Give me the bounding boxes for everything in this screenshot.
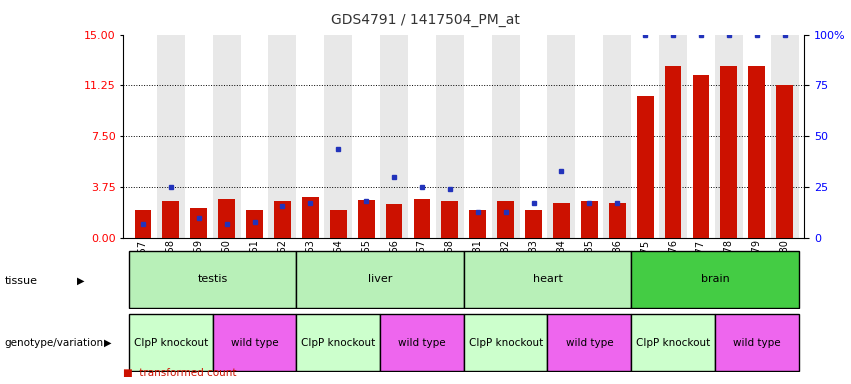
Bar	[408, 35, 436, 238]
Bar	[665, 66, 682, 238]
Bar	[442, 202, 458, 238]
Bar	[553, 203, 570, 238]
Bar	[330, 210, 346, 238]
Bar	[693, 75, 710, 238]
Bar	[380, 314, 464, 371]
Bar	[520, 35, 547, 238]
Bar	[547, 35, 575, 238]
Bar	[660, 35, 687, 238]
Bar	[386, 204, 403, 238]
Text: ClpP knockout: ClpP knockout	[636, 338, 711, 348]
Bar	[464, 314, 547, 371]
Text: ▶: ▶	[77, 276, 84, 286]
Text: ▶: ▶	[104, 338, 111, 348]
Bar	[268, 35, 296, 238]
Bar	[352, 35, 380, 238]
Bar	[464, 251, 631, 308]
Bar	[129, 251, 296, 308]
Bar	[129, 314, 213, 371]
Bar	[776, 85, 793, 238]
Bar	[721, 66, 737, 238]
Bar	[464, 35, 492, 238]
Text: liver: liver	[368, 274, 392, 285]
Bar	[575, 35, 603, 238]
Bar	[324, 35, 352, 238]
Bar	[218, 199, 235, 238]
Bar	[213, 314, 296, 371]
Bar	[715, 314, 798, 371]
Bar	[274, 202, 291, 238]
Text: wild type: wild type	[733, 338, 780, 348]
Bar	[608, 203, 625, 238]
Bar	[637, 96, 654, 238]
Bar	[492, 35, 520, 238]
Bar	[525, 210, 542, 238]
Bar	[547, 314, 631, 371]
Bar	[185, 35, 213, 238]
Bar	[743, 35, 771, 238]
Bar	[497, 202, 514, 238]
Bar	[687, 35, 715, 238]
Text: ClpP knockout: ClpP knockout	[469, 338, 543, 348]
Text: testis: testis	[197, 274, 228, 285]
Bar	[715, 35, 743, 238]
Bar	[380, 35, 408, 238]
Bar	[436, 35, 464, 238]
Bar	[771, 35, 798, 238]
Bar	[246, 210, 263, 238]
Bar	[581, 202, 597, 238]
Bar	[129, 35, 157, 238]
Bar	[296, 314, 380, 371]
Bar	[163, 202, 180, 238]
Bar	[748, 66, 765, 238]
Bar	[603, 35, 631, 238]
Bar	[157, 35, 185, 238]
Text: wild type: wild type	[566, 338, 614, 348]
Text: brain: brain	[700, 274, 729, 285]
Bar	[191, 208, 207, 238]
Bar	[631, 35, 660, 238]
Text: tissue: tissue	[4, 276, 37, 286]
Text: ■  transformed count: ■ transformed count	[123, 368, 237, 378]
Bar	[631, 314, 715, 371]
Bar	[414, 199, 431, 238]
Bar	[241, 35, 268, 238]
Bar	[296, 251, 464, 308]
Bar	[296, 35, 324, 238]
Text: heart: heart	[533, 274, 563, 285]
Text: genotype/variation: genotype/variation	[4, 338, 103, 348]
Text: wild type: wild type	[231, 338, 278, 348]
Bar	[302, 197, 319, 238]
Bar	[134, 210, 151, 238]
Text: wild type: wild type	[398, 338, 446, 348]
Bar	[631, 251, 798, 308]
Text: GDS4791 / 1417504_PM_at: GDS4791 / 1417504_PM_at	[331, 13, 520, 27]
Bar	[470, 210, 486, 238]
Bar	[357, 200, 374, 238]
Bar	[213, 35, 241, 238]
Text: ClpP knockout: ClpP knockout	[134, 338, 208, 348]
Text: ClpP knockout: ClpP knockout	[301, 338, 375, 348]
